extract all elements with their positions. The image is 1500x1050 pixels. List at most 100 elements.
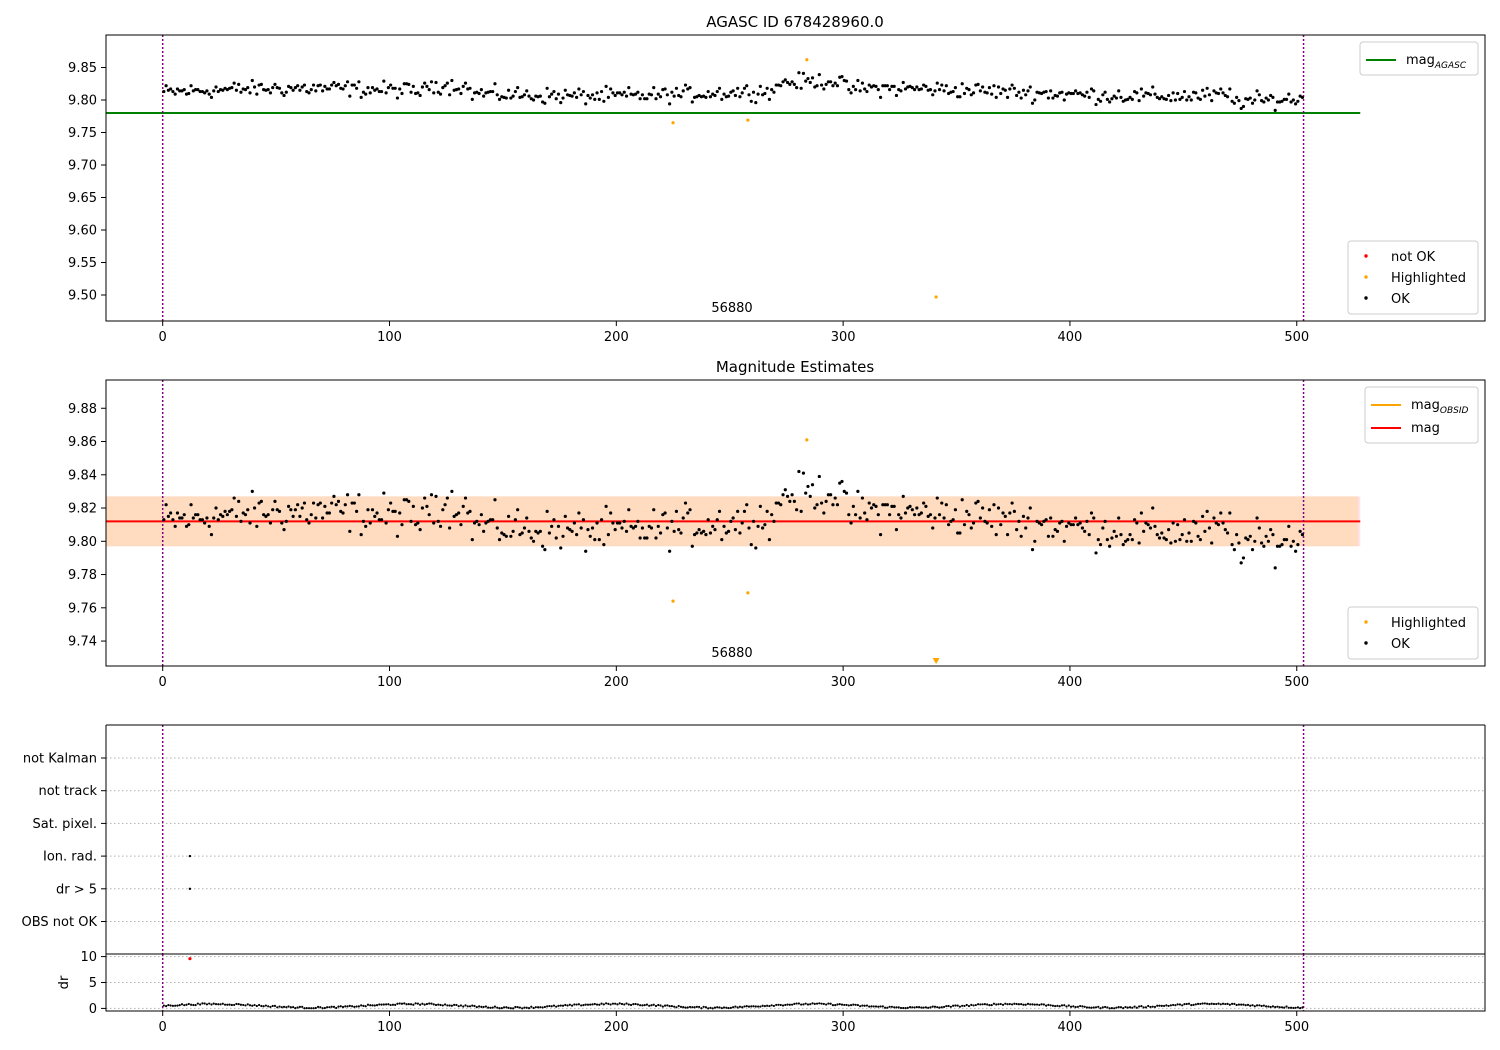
ok-point — [1028, 506, 1032, 510]
y-tick-label: 9.50 — [68, 289, 97, 304]
ok-point — [479, 88, 483, 92]
ok-point — [173, 524, 177, 528]
dr-point — [802, 1003, 805, 1006]
dr-point — [627, 1003, 630, 1006]
ok-point — [1062, 539, 1066, 543]
dr-point — [673, 1005, 676, 1008]
ok-point — [1235, 533, 1239, 537]
dr-point — [781, 1004, 785, 1007]
dr-point — [1285, 1005, 1288, 1008]
dr-point — [1119, 1006, 1123, 1009]
ok-point — [1139, 87, 1143, 91]
ok-point — [615, 521, 620, 525]
dr-point — [348, 1004, 351, 1007]
dr-point — [307, 1007, 311, 1010]
dr-point — [743, 1005, 746, 1008]
ok-point — [509, 534, 513, 538]
ok-point — [897, 513, 901, 517]
ok-point — [1157, 536, 1162, 540]
ok-point — [869, 506, 874, 510]
ok-point — [1001, 511, 1005, 515]
dr-point — [614, 1002, 617, 1005]
ok-point — [1182, 518, 1187, 522]
dr-point — [840, 1003, 844, 1006]
dr-point — [1172, 1003, 1175, 1007]
ok-point — [284, 519, 288, 523]
dr-point — [756, 1005, 760, 1008]
ok-point — [826, 80, 830, 84]
ok-point — [990, 524, 994, 528]
dr-point — [416, 1002, 419, 1005]
ok-point — [216, 518, 220, 522]
dr-point — [171, 1004, 175, 1008]
dr-point — [296, 1006, 299, 1009]
ok-point — [389, 83, 393, 87]
ok-point — [400, 523, 404, 527]
ok-point — [593, 538, 597, 542]
dr-point — [849, 1003, 853, 1007]
dr-point — [1035, 1003, 1039, 1006]
ok-point — [282, 93, 286, 98]
ok-point — [511, 529, 515, 533]
dr-point — [548, 1004, 551, 1008]
dr-point — [1094, 1006, 1098, 1009]
dr-point — [580, 1004, 583, 1007]
ok-point — [985, 521, 989, 525]
y-tick-label: 9.84 — [68, 468, 97, 483]
ok-point — [838, 481, 842, 485]
dr-point — [314, 1006, 317, 1010]
ok-point — [1135, 521, 1139, 525]
dr-point — [455, 1003, 458, 1007]
ok-point — [742, 509, 747, 513]
dr-point — [1011, 1003, 1014, 1006]
ok-point — [1176, 91, 1180, 96]
ok-point — [810, 483, 815, 487]
ok-point — [1085, 90, 1089, 94]
ok-point — [1028, 85, 1032, 89]
dr-point — [1042, 1003, 1045, 1006]
dr-point — [280, 1006, 283, 1009]
ok-point — [981, 506, 985, 510]
dr-point — [825, 1003, 828, 1006]
ok-point — [1087, 95, 1091, 99]
flag-point — [188, 887, 192, 890]
ok-point — [1289, 100, 1293, 104]
dr-point — [734, 1005, 737, 1008]
ok-point — [307, 91, 311, 95]
dr-point — [843, 1003, 846, 1007]
ok-point — [908, 504, 912, 508]
ok-point — [978, 89, 982, 93]
dr-point — [856, 1003, 859, 1007]
ok-point — [670, 90, 674, 94]
dr-point — [1090, 1006, 1093, 1009]
ok-point — [1078, 91, 1082, 95]
dr-point — [271, 1004, 274, 1008]
ok-point — [1058, 521, 1062, 525]
dr-point — [421, 1002, 424, 1005]
ok-point — [643, 536, 647, 540]
dr-point — [1292, 1006, 1295, 1010]
ok-point — [225, 513, 229, 517]
ok-point — [379, 518, 384, 522]
ok-point — [1044, 518, 1048, 522]
dr-point — [1097, 1005, 1100, 1008]
ok-point — [395, 96, 400, 100]
ok-point — [745, 84, 749, 88]
ok-point — [1089, 511, 1094, 515]
dr-point — [523, 1006, 526, 1009]
estimates-axes-frame — [105, 379, 1486, 667]
ok-point — [799, 86, 803, 90]
ok-point — [1064, 524, 1069, 528]
ok-point — [178, 89, 182, 93]
dr-point — [947, 1004, 950, 1008]
ok-point — [606, 95, 610, 99]
ok-point — [191, 516, 195, 520]
dr-point — [639, 1004, 642, 1007]
ok-point — [706, 89, 710, 94]
agasc-axes-frame — [105, 34, 1486, 322]
ok-point — [649, 526, 654, 530]
dr-point — [573, 1003, 576, 1006]
dr-point — [657, 1003, 660, 1007]
dr-point — [273, 1004, 277, 1007]
ok-point — [1005, 533, 1010, 537]
